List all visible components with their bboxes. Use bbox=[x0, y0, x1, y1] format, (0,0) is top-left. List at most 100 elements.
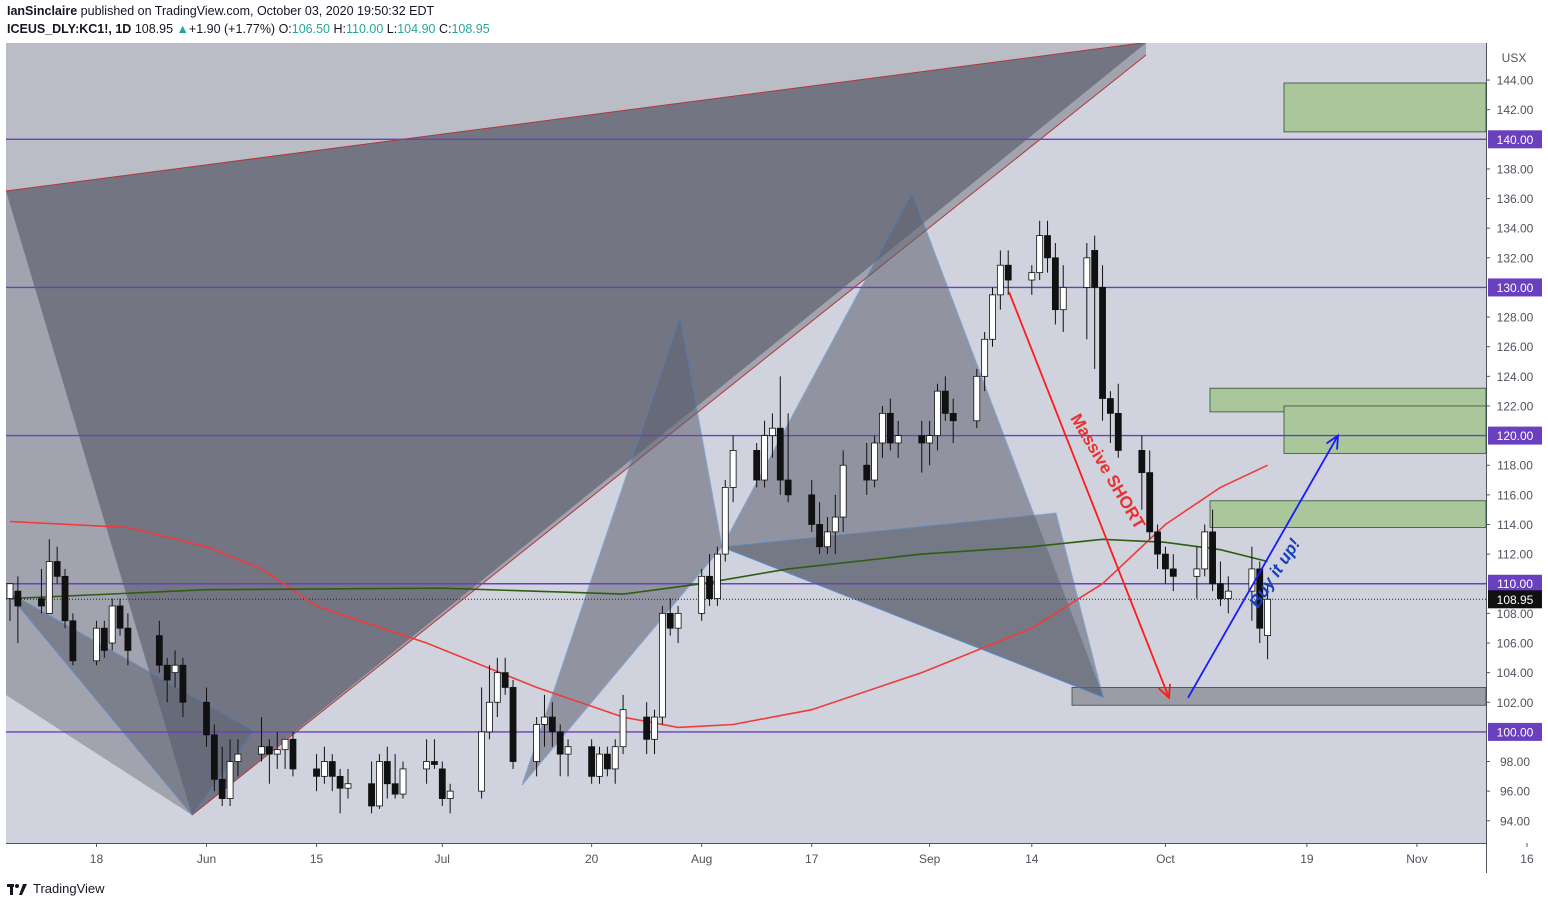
time-tick-label: 14 bbox=[1025, 852, 1039, 866]
level-label-bg-130.00 bbox=[1488, 278, 1542, 297]
price-tick-label: 102.00 bbox=[1497, 696, 1534, 710]
level-label-130.00: 130.00 bbox=[1497, 281, 1534, 295]
candle-body bbox=[509, 687, 517, 762]
price-tick-label: 116.00 bbox=[1497, 488, 1533, 502]
candle-body bbox=[1036, 235, 1044, 274]
candle-body bbox=[203, 701, 210, 736]
pattern-leg-xa bbox=[5, 590, 255, 816]
candle-body bbox=[273, 749, 281, 755]
candle-body bbox=[1217, 583, 1224, 599]
candle-body bbox=[1224, 590, 1232, 599]
price-tick-label: 128.00 bbox=[1497, 311, 1534, 325]
candle-body bbox=[879, 412, 886, 444]
candle-body bbox=[171, 664, 179, 674]
price-tick-label: 118.00 bbox=[1497, 459, 1533, 473]
candle-body bbox=[949, 412, 957, 422]
candle-body bbox=[399, 768, 407, 795]
level-label-bg-120.00 bbox=[1488, 426, 1542, 445]
level-label-bg-110.00 bbox=[1488, 574, 1542, 593]
candle-body bbox=[1028, 272, 1036, 281]
change-value: +1.90 (+1.77%) bbox=[188, 22, 276, 36]
candle-body bbox=[108, 605, 116, 644]
candle-body bbox=[258, 746, 265, 755]
candle-body bbox=[1162, 553, 1169, 570]
time-tick-label: 18 bbox=[90, 852, 104, 866]
close-value: 108.95 bbox=[451, 22, 490, 36]
candle-body bbox=[934, 390, 941, 436]
candle-body bbox=[1209, 531, 1216, 585]
time-tick-label: Nov bbox=[1406, 852, 1427, 866]
candle-body bbox=[100, 627, 108, 651]
time-tick-label: 19 bbox=[1300, 852, 1314, 866]
candle-body bbox=[478, 731, 486, 792]
publish-info: IanSinclaire published on TradingView.co… bbox=[7, 4, 434, 18]
candle-body bbox=[651, 716, 658, 740]
candle-body bbox=[446, 790, 454, 799]
candle-body bbox=[265, 746, 273, 755]
time-tick-label: Jul bbox=[435, 852, 450, 866]
price-tick-label: 138.00 bbox=[1497, 162, 1534, 176]
price-tick-label: 144.00 bbox=[1497, 74, 1534, 88]
last-price: 108.95 bbox=[134, 22, 174, 36]
tradingview-logo-icon[interactable] bbox=[7, 882, 27, 896]
candle-body bbox=[38, 598, 45, 607]
candle-body bbox=[808, 494, 816, 525]
candle-body bbox=[281, 738, 289, 751]
level-label-110.00: 110.00 bbox=[1497, 577, 1533, 591]
candle-body bbox=[493, 672, 501, 703]
price-tick-label: 94.00 bbox=[1500, 814, 1530, 828]
moving-average-line-1 bbox=[9, 464, 1268, 729]
channel-upper-line bbox=[5, 42, 1143, 192]
candle-body bbox=[533, 724, 541, 762]
footer: TradingView bbox=[7, 881, 105, 896]
last-price-label: 108.95 bbox=[1497, 593, 1534, 607]
candle-body bbox=[556, 731, 564, 755]
candle-body bbox=[218, 778, 226, 799]
moving-average-line-2 bbox=[9, 538, 1268, 600]
price-tick-label: 98.00 bbox=[1500, 755, 1530, 769]
author-name: IanSinclaire bbox=[7, 4, 78, 18]
candle-body bbox=[1091, 250, 1099, 288]
candle-body bbox=[548, 716, 556, 733]
candle-body bbox=[501, 672, 509, 688]
candle-body bbox=[368, 783, 375, 807]
candle-body bbox=[53, 561, 61, 577]
candle-body bbox=[784, 479, 792, 496]
level-label-140.00: 140.00 bbox=[1497, 133, 1534, 147]
price-tick-label: 126.00 bbox=[1497, 340, 1534, 354]
target-zone-115 bbox=[1209, 500, 1487, 528]
candle-body bbox=[941, 390, 949, 414]
level-label-bg-100.00 bbox=[1488, 722, 1542, 741]
time-tick-label: Aug bbox=[691, 852, 712, 866]
candle-body bbox=[761, 435, 768, 481]
candle-body bbox=[658, 612, 666, 718]
candle-body bbox=[45, 561, 53, 614]
price-tick-label: 122.00 bbox=[1497, 399, 1534, 413]
last-price-label-bg bbox=[1488, 590, 1542, 609]
candle-body bbox=[706, 575, 713, 599]
candle-body bbox=[1256, 568, 1264, 629]
candle-body bbox=[643, 716, 651, 740]
time-tick-label: 20 bbox=[585, 852, 599, 866]
candle-body bbox=[1154, 531, 1161, 555]
candle-body bbox=[431, 761, 438, 765]
time-axis-background bbox=[6, 843, 1486, 873]
candle-body bbox=[981, 338, 989, 377]
candle-body bbox=[344, 783, 352, 789]
candle-body bbox=[714, 553, 721, 599]
footer-brand[interactable]: TradingView bbox=[33, 881, 105, 896]
price-tick-label: 106.00 bbox=[1497, 637, 1534, 651]
target-zone-142 bbox=[1283, 82, 1487, 133]
high-value: 110.00 bbox=[346, 22, 384, 36]
time-tick-label: Sep bbox=[919, 852, 941, 866]
candle-body bbox=[234, 753, 242, 762]
candle-body bbox=[14, 590, 22, 607]
candle-body bbox=[816, 524, 823, 548]
candle-body bbox=[769, 427, 776, 436]
chart-area[interactable]: Massive SHORT Buy it up! 140.00 130.00 120.… bbox=[5, 42, 1542, 873]
candle-body bbox=[313, 768, 320, 777]
candle-body bbox=[93, 627, 100, 662]
candle-body bbox=[116, 605, 124, 629]
candle-body bbox=[603, 753, 611, 770]
